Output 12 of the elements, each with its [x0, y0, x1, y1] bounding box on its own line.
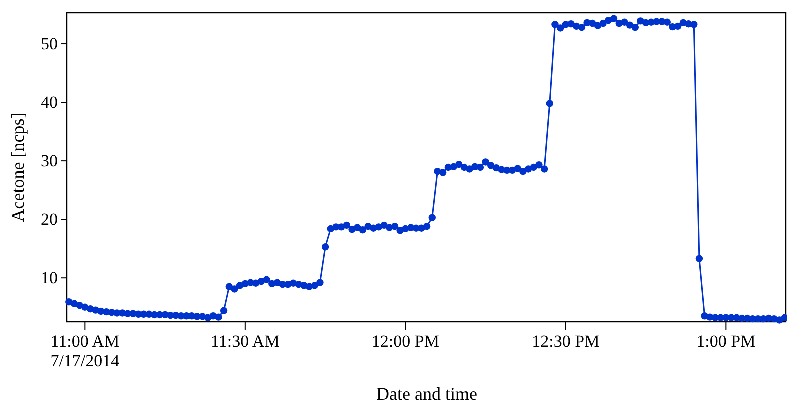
y-tick-label: 50 [41, 34, 58, 54]
y-tick-label: 30 [41, 152, 58, 171]
y-tick-label: 40 [41, 92, 58, 112]
y-axis-title: Acetone [ncps] [8, 112, 28, 222]
x-tick-label: 12:00 PM [372, 332, 440, 352]
x-axis-title: Date and time [376, 384, 478, 403]
y-tick-label: 10 [41, 268, 58, 288]
x-tick-label: 12:30 PM [532, 332, 600, 352]
x-tick-label: 1:00 PM [696, 332, 756, 352]
y-tick-label: 20 [41, 210, 58, 230]
x-tick-label: 11:30 AM [211, 332, 280, 352]
x-tick-label: 11:00 AM 7/17/2014 [50, 332, 120, 371]
